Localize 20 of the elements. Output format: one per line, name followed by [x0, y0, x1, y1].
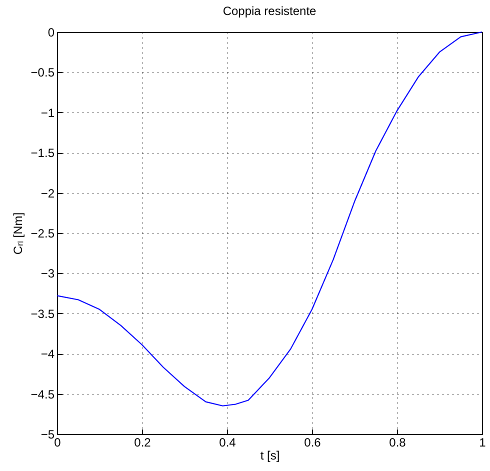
x-tick-label: 0.4 [219, 436, 236, 450]
chart-title: Coppia resistente [222, 4, 317, 18]
y-tick-label: −2.5 [30, 226, 55, 240]
x-tick-label: 0.2 [134, 436, 152, 450]
y-axis-title: Cᵣₗ [Nm] [10, 212, 25, 255]
y-tick-label: −4.5 [30, 387, 55, 402]
x-tick-label: 0.6 [304, 436, 322, 450]
y-tick-label: −1 [40, 106, 55, 120]
y-tick-label: −2 [40, 186, 55, 200]
y-tick-label: −4 [40, 347, 55, 362]
y-tick-label: −3 [40, 266, 55, 281]
y-tick-label: −3.5 [30, 306, 55, 321]
y-tick-label: 0 [48, 26, 55, 40]
x-axis-title: t [s] [260, 448, 280, 462]
x-tick-label: 1 [479, 436, 486, 450]
line-series [56, 31, 483, 406]
x-tick-label: 0.8 [389, 436, 406, 450]
y-tick-label: −0.5 [30, 66, 55, 80]
y-tick-label: −5 [40, 428, 55, 442]
y-tick-label: −1.5 [30, 146, 55, 160]
